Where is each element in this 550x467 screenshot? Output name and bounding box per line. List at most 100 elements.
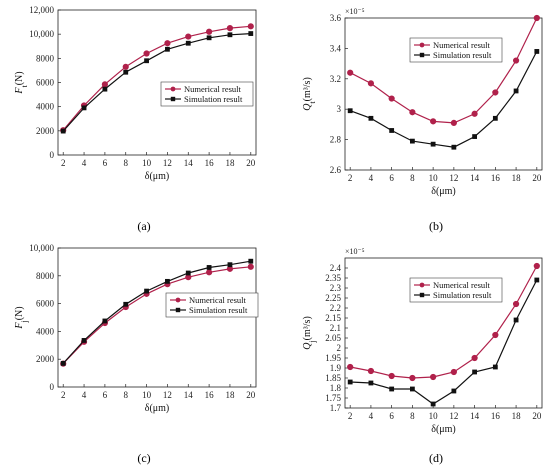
- data-point: [512, 300, 520, 308]
- x-tick-label: 6: [389, 411, 394, 421]
- y-tick-label: 2.4: [330, 263, 342, 273]
- data-point: [472, 369, 478, 375]
- y-axis-symbol: Q: [302, 103, 313, 111]
- legend-box: [409, 37, 503, 63]
- y-tick-label: 10,000: [29, 29, 54, 39]
- y-tick-label: 2.8: [330, 135, 342, 145]
- data-point: [206, 35, 212, 41]
- data-point: [347, 108, 353, 114]
- legend-label: Simulation result: [433, 50, 492, 60]
- series-line-1: [62, 266, 251, 365]
- chart-d: 2 4 6 8 10 12 14 16 18 201.71.751.81.851.91.9522.…: [302, 247, 543, 465]
- panel-label: (a): [137, 219, 150, 233]
- x-tick-label: 2: [61, 390, 66, 400]
- x-tick-label: 2: [61, 158, 66, 168]
- x-axis-label: δ(μm): [145, 171, 170, 182]
- x-tick-label: 8: [123, 158, 128, 168]
- data-point: [492, 364, 498, 370]
- legend-marker: [419, 42, 425, 48]
- y-tick-label: 2.15: [325, 313, 341, 323]
- x-tick-label: 12: [163, 158, 172, 168]
- x-tick-label: 14: [184, 390, 194, 400]
- data-point: [227, 262, 233, 268]
- y-tick-label: 2000: [36, 354, 55, 364]
- legend-marker: [175, 307, 181, 313]
- x-tick-label: 6: [389, 173, 394, 183]
- x-tick-label: 6: [103, 158, 108, 168]
- y-axis-label: Fj(N): [14, 306, 29, 329]
- x-tick-label: 14: [470, 173, 480, 183]
- y-axis-subscript: j: [20, 320, 29, 323]
- x-tick-label: 4: [369, 411, 374, 421]
- x-tick-label: 14: [470, 411, 480, 421]
- legend-box: [160, 81, 254, 107]
- data-point: [165, 46, 170, 52]
- data-point: [144, 58, 149, 64]
- y-axis-unit: (N): [14, 71, 25, 85]
- data-point: [513, 88, 519, 94]
- data-point: [388, 95, 395, 102]
- x-tick-label: 20: [246, 158, 256, 168]
- data-point: [409, 386, 415, 392]
- data-point: [430, 401, 436, 407]
- x-tick-label: 20: [532, 173, 542, 183]
- x-tick-label: 4: [369, 173, 374, 183]
- data-point: [430, 118, 437, 125]
- y-tick-label: 1.7: [330, 403, 342, 413]
- data-point: [450, 119, 457, 126]
- legend-label: Simulation result: [184, 94, 243, 104]
- data-point: [534, 277, 540, 283]
- x-tick-label: 4: [82, 158, 87, 168]
- data-point: [122, 63, 129, 70]
- data-point: [389, 128, 395, 133]
- data-point: [472, 134, 478, 139]
- data-point: [409, 374, 416, 382]
- y-tick-label: 2.2: [330, 303, 341, 313]
- x-tick-label: 20: [532, 411, 542, 421]
- panel-label: (d): [429, 451, 443, 465]
- data-point: [185, 40, 191, 46]
- data-point: [450, 368, 457, 376]
- x-tick-label: 8: [123, 390, 128, 400]
- chart-b: 2 4 6 8 10 12 14 16 18 20 2.6 2.8 3 3.2 3.4 3.6×10⁻⁵ δ(μ…: [302, 7, 543, 233]
- data-point: [227, 32, 233, 38]
- x-tick-label: 8: [410, 173, 415, 183]
- data-point: [144, 288, 149, 294]
- data-point: [60, 360, 66, 366]
- series-line-1: [62, 25, 251, 131]
- data-point: [123, 69, 129, 75]
- y-tick-label: 1.8: [330, 383, 342, 393]
- y-tick-label: 6000: [36, 78, 55, 88]
- data-point: [164, 40, 171, 47]
- y-multiplier: ×10⁻⁵: [345, 7, 365, 16]
- y-tick-label: 2.3: [330, 283, 342, 293]
- y-tick-label: 8000: [36, 53, 55, 63]
- x-tick-label: 14: [184, 158, 194, 168]
- x-tick-label: 2: [348, 411, 353, 421]
- data-point: [123, 301, 129, 307]
- x-tick-label: 12: [449, 173, 458, 183]
- series-line-2: [62, 33, 251, 132]
- y-tick-label: 2: [337, 343, 342, 353]
- legend-label: Numerical result: [184, 84, 242, 94]
- x-tick-label: 16: [491, 411, 501, 421]
- data-point: [430, 141, 436, 147]
- x-tick-label: 10: [142, 390, 152, 400]
- x-tick-label: 10: [429, 173, 439, 183]
- data-point: [206, 265, 212, 270]
- legend-box: [409, 277, 503, 303]
- x-axis-label: δ(μm): [431, 424, 456, 435]
- data-point: [451, 388, 457, 394]
- data-point: [185, 33, 192, 40]
- y-tick-label: 2.1: [330, 323, 341, 333]
- legend-marker: [170, 86, 176, 92]
- y-axis-unit: (m³/s): [302, 316, 313, 340]
- legend-marker: [170, 96, 176, 102]
- data-point: [388, 372, 395, 380]
- data-point: [206, 28, 213, 35]
- x-tick-label: 16: [205, 390, 215, 400]
- data-point: [248, 31, 254, 36]
- data-point: [533, 262, 540, 270]
